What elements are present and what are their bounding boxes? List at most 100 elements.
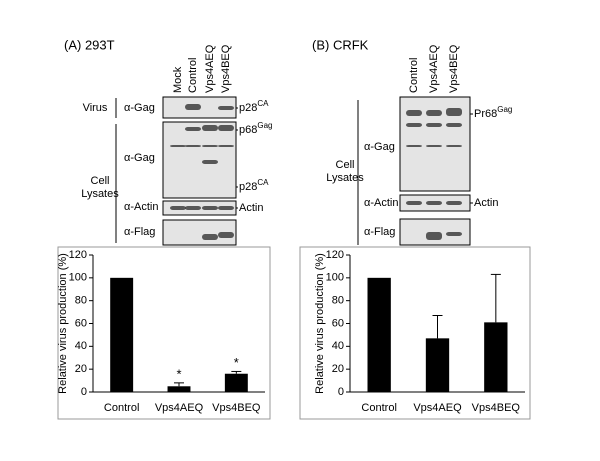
band bbox=[446, 123, 462, 127]
group-label-line: Lysates bbox=[326, 172, 364, 184]
lane-label: Control bbox=[408, 58, 420, 93]
panel-title: (A) 293T bbox=[64, 37, 115, 52]
band bbox=[406, 145, 422, 147]
y-tick-label: 20 bbox=[75, 363, 87, 375]
band bbox=[202, 234, 218, 240]
y-tick-label: 60 bbox=[75, 317, 87, 329]
band bbox=[202, 206, 218, 210]
group-label: Virus bbox=[83, 102, 108, 114]
band-sup: Gag bbox=[497, 105, 512, 114]
band bbox=[446, 201, 462, 205]
x-tick-label: Control bbox=[361, 402, 396, 414]
lane-label: Vps4AEQ bbox=[204, 44, 216, 93]
band-label: p68Gag bbox=[239, 121, 272, 136]
group-label-line: Cell bbox=[336, 159, 355, 171]
antibody-label: α-Gag bbox=[124, 102, 155, 114]
significance-mark: * bbox=[176, 366, 181, 381]
y-tick-label: 20 bbox=[332, 363, 344, 375]
lane-label: Vps4AEQ bbox=[428, 44, 440, 93]
y-tick-label: 60 bbox=[332, 317, 344, 329]
band bbox=[185, 104, 201, 110]
lane-label: Mock bbox=[172, 66, 184, 93]
x-tick-label: Vps4AEQ bbox=[413, 402, 462, 414]
group-label-line: Lysates bbox=[81, 188, 119, 200]
group-label-line: Virus bbox=[83, 102, 108, 114]
y-tick-label: 120 bbox=[326, 249, 344, 261]
bar bbox=[484, 322, 508, 392]
band bbox=[185, 206, 201, 210]
band-label: Pr68Gag bbox=[474, 105, 512, 120]
y-tick-label: 120 bbox=[69, 249, 87, 261]
band bbox=[426, 145, 442, 147]
chart-frame bbox=[57, 246, 271, 420]
x-tick-label: Vps4BEQ bbox=[212, 402, 261, 414]
band-label: Actin bbox=[474, 197, 498, 209]
band-name: Pr68 bbox=[474, 108, 497, 120]
band bbox=[446, 232, 462, 236]
lane-label: Vps4BEQ bbox=[448, 44, 460, 93]
bar bbox=[425, 338, 450, 392]
band bbox=[446, 145, 462, 147]
band bbox=[218, 206, 234, 210]
band-name: p68 bbox=[239, 124, 257, 136]
antibody-label: α-Flag bbox=[124, 226, 155, 238]
band-name: p28 bbox=[239, 181, 257, 193]
blot bbox=[162, 121, 237, 199]
band bbox=[406, 201, 422, 205]
band bbox=[218, 106, 234, 110]
band bbox=[406, 110, 422, 116]
band-label: Actin bbox=[239, 202, 263, 214]
bar bbox=[110, 277, 134, 392]
band bbox=[426, 201, 442, 205]
band-label: p28CA bbox=[239, 178, 269, 193]
band-sup: CA bbox=[257, 178, 269, 187]
band bbox=[426, 110, 442, 116]
band bbox=[426, 232, 442, 240]
band bbox=[406, 123, 422, 127]
antibody-label: α-Gag bbox=[364, 141, 395, 153]
band bbox=[202, 160, 218, 164]
x-tick-label: Vps4AEQ bbox=[155, 402, 204, 414]
lane-label: Control bbox=[187, 58, 199, 93]
band bbox=[170, 206, 186, 210]
y-tick-label: 80 bbox=[75, 295, 87, 307]
x-tick-label: Control bbox=[104, 402, 139, 414]
group-label: Cell Lysates bbox=[326, 159, 364, 184]
y-tick-label: 80 bbox=[332, 295, 344, 307]
band-sup: CA bbox=[257, 99, 269, 108]
y-tick-label: 40 bbox=[75, 340, 87, 352]
group-label: Cell Lysates bbox=[81, 175, 119, 200]
group-label-line: Cell bbox=[91, 175, 110, 187]
band bbox=[218, 125, 234, 131]
band-name: Actin bbox=[239, 202, 263, 214]
bar bbox=[167, 386, 191, 392]
band bbox=[426, 123, 442, 127]
band bbox=[446, 108, 462, 116]
y-axis-label: Relative virus production (%) bbox=[314, 253, 326, 394]
y-tick-label: 0 bbox=[81, 386, 87, 398]
y-tick-label: 0 bbox=[338, 386, 344, 398]
bar bbox=[367, 277, 391, 392]
y-tick-label: 40 bbox=[332, 340, 344, 352]
antibody-label: α-Gag bbox=[124, 152, 155, 164]
chart-frame bbox=[299, 246, 531, 420]
antibody-label: α-Actin bbox=[124, 201, 158, 213]
lane-label: Vps4BEQ bbox=[220, 44, 232, 93]
band bbox=[218, 232, 234, 238]
panel-title: (B) CRFK bbox=[312, 37, 369, 52]
antibody-label: α-Flag bbox=[364, 226, 395, 238]
band bbox=[202, 125, 218, 131]
band-label: p28CA bbox=[239, 99, 269, 114]
y-axis-label: Relative virus production (%) bbox=[57, 253, 69, 394]
antibody-label: α-Actin bbox=[364, 197, 398, 209]
band bbox=[218, 145, 234, 147]
band-name: p28 bbox=[239, 102, 257, 114]
y-tick-label: 100 bbox=[326, 272, 344, 284]
band bbox=[170, 145, 186, 147]
bar bbox=[224, 373, 248, 392]
x-tick-label: Vps4BEQ bbox=[472, 402, 521, 414]
y-tick-label: 100 bbox=[69, 272, 87, 284]
band-sup: Gag bbox=[257, 121, 272, 130]
band bbox=[202, 145, 218, 147]
